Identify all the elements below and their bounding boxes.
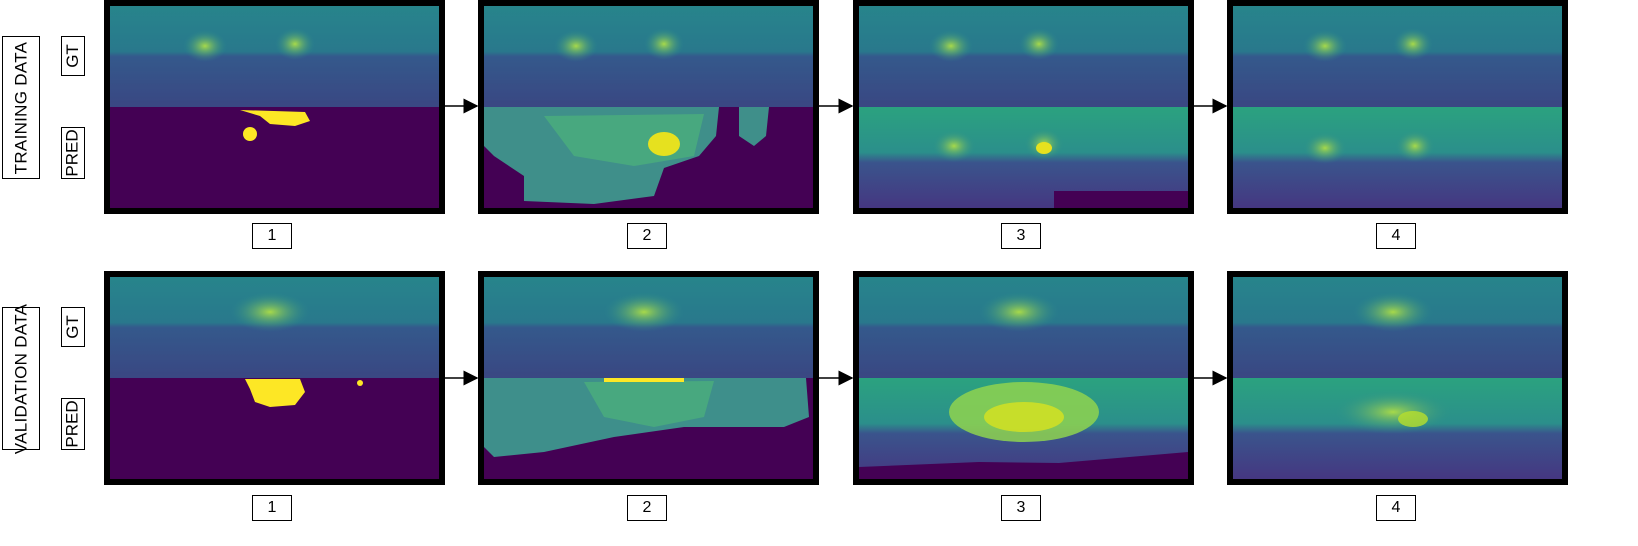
training-step-4: 4 xyxy=(1376,223,1416,249)
training-panel-3-image xyxy=(859,6,1188,208)
training-step-2: 2 xyxy=(627,223,667,249)
row-label-training: TRAINING DATA xyxy=(2,36,40,179)
pred-label-validation: PRED xyxy=(61,398,85,450)
pred-label-training: PRED xyxy=(61,127,85,179)
training-panel-1 xyxy=(104,0,445,214)
validation-step-3: 3 xyxy=(1001,495,1041,521)
validation-panel-4 xyxy=(1227,271,1568,485)
training-step-3: 3 xyxy=(1001,223,1041,249)
training-step-1: 1 xyxy=(252,223,292,249)
validation-step-1: 1 xyxy=(252,495,292,521)
training-panel-4-image xyxy=(1233,6,1562,208)
training-panel-1-image xyxy=(110,6,439,208)
validation-panel-2 xyxy=(478,271,819,485)
training-panel-4 xyxy=(1227,0,1568,214)
validation-panel-3-image xyxy=(859,277,1188,479)
validation-step-2: 2 xyxy=(627,495,667,521)
validation-panel-1-image xyxy=(110,277,439,479)
training-panel-3 xyxy=(853,0,1194,214)
gt-label-validation: GT xyxy=(61,307,85,347)
training-panel-2-image xyxy=(484,6,813,208)
validation-panel-4-image xyxy=(1233,277,1562,479)
row-label-validation: VALIDATION DATA xyxy=(2,303,40,454)
validation-panel-1 xyxy=(104,271,445,485)
training-panel-2 xyxy=(478,0,819,214)
validation-panel-3 xyxy=(853,271,1194,485)
validation-panel-2-image xyxy=(484,277,813,479)
gt-label-training: GT xyxy=(61,36,85,76)
validation-step-4: 4 xyxy=(1376,495,1416,521)
